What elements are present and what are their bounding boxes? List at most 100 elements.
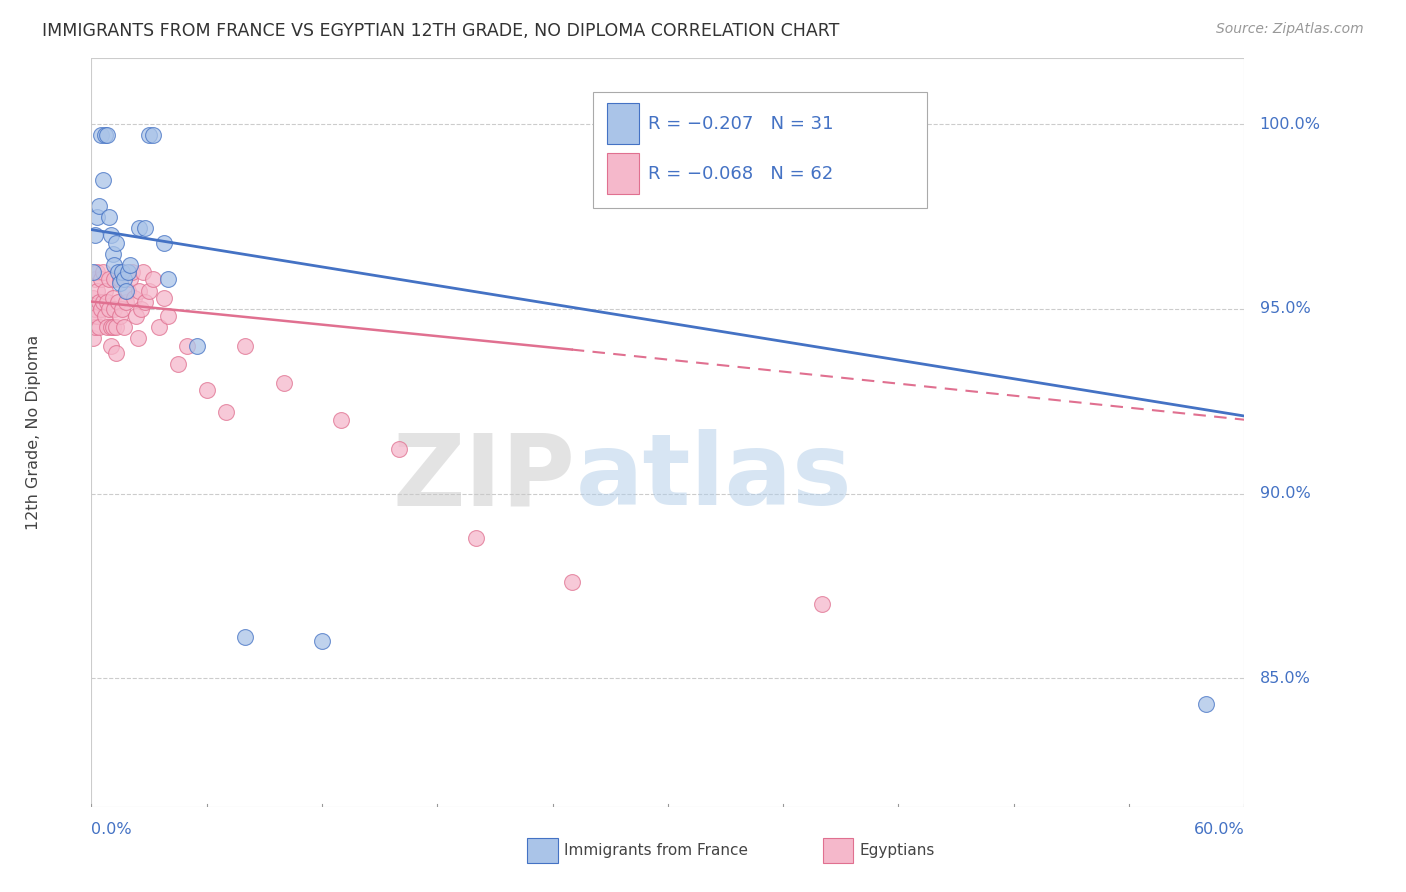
- Text: 12th Grade, No Diploma: 12th Grade, No Diploma: [27, 335, 41, 530]
- Point: [118, 258, 141, 272]
- Point: [215, 405, 238, 419]
- Text: R = −0.068   N = 62: R = −0.068 N = 62: [648, 165, 834, 183]
- Point: [117, 265, 139, 279]
- Point: [103, 272, 125, 286]
- Point: [388, 442, 411, 457]
- Point: [115, 294, 138, 309]
- Point: [110, 272, 132, 286]
- Point: [195, 383, 218, 397]
- Point: [96, 294, 118, 309]
- Point: [84, 320, 107, 334]
- Point: [101, 320, 124, 334]
- Point: [90, 272, 112, 286]
- Point: [87, 294, 110, 309]
- Point: [112, 320, 135, 334]
- Text: 85.0%: 85.0%: [1260, 671, 1310, 686]
- Point: [153, 291, 176, 305]
- Text: 0.0%: 0.0%: [91, 822, 132, 837]
- Point: [233, 339, 256, 353]
- Point: [101, 291, 124, 305]
- Point: [82, 310, 104, 324]
- Point: [94, 284, 117, 298]
- Point: [90, 128, 112, 143]
- Point: [153, 235, 176, 250]
- Point: [117, 284, 139, 298]
- Point: [128, 284, 150, 298]
- Point: [107, 294, 129, 309]
- Point: [91, 294, 114, 309]
- Text: ZIP: ZIP: [392, 429, 575, 526]
- Point: [112, 272, 135, 286]
- Point: [91, 265, 114, 279]
- Point: [103, 301, 125, 316]
- Point: [561, 575, 583, 590]
- Point: [103, 258, 125, 272]
- Text: 95.0%: 95.0%: [1260, 301, 1310, 317]
- Text: Egyptians: Egyptians: [859, 844, 935, 858]
- Point: [86, 310, 108, 324]
- Point: [84, 228, 107, 243]
- Text: atlas: atlas: [575, 429, 852, 526]
- Point: [100, 339, 122, 353]
- Point: [111, 265, 134, 279]
- Point: [186, 339, 208, 353]
- Point: [121, 265, 143, 279]
- Point: [134, 220, 156, 235]
- Point: [157, 310, 180, 324]
- Point: [105, 235, 128, 250]
- Point: [148, 320, 170, 334]
- Point: [1195, 697, 1218, 711]
- Point: [810, 597, 832, 611]
- Point: [142, 128, 165, 143]
- Point: [273, 376, 295, 390]
- Text: 90.0%: 90.0%: [1260, 486, 1310, 501]
- Point: [86, 210, 108, 224]
- Text: Immigrants from France: Immigrants from France: [564, 844, 748, 858]
- Text: R = −0.207   N = 31: R = −0.207 N = 31: [648, 114, 834, 133]
- Point: [86, 265, 108, 279]
- Bar: [607, 153, 640, 194]
- Point: [131, 301, 153, 316]
- Point: [111, 265, 134, 279]
- Point: [97, 272, 120, 286]
- Point: [94, 310, 117, 324]
- Point: [233, 631, 256, 645]
- Point: [330, 413, 353, 427]
- Point: [124, 310, 146, 324]
- Point: [82, 331, 104, 345]
- Bar: [607, 103, 640, 145]
- Point: [86, 284, 108, 298]
- Point: [107, 265, 129, 279]
- Point: [118, 272, 141, 286]
- Point: [142, 272, 165, 286]
- Text: Source: ZipAtlas.com: Source: ZipAtlas.com: [1216, 22, 1364, 37]
- Point: [122, 291, 145, 305]
- Point: [138, 284, 160, 298]
- Point: [97, 210, 120, 224]
- Point: [134, 294, 156, 309]
- Point: [84, 272, 107, 286]
- Point: [110, 276, 132, 290]
- Point: [127, 331, 149, 345]
- Text: 60.0%: 60.0%: [1194, 822, 1244, 837]
- Point: [96, 320, 118, 334]
- Point: [115, 284, 138, 298]
- Text: IMMIGRANTS FROM FRANCE VS EGYPTIAN 12TH GRADE, NO DIPLOMA CORRELATION CHART: IMMIGRANTS FROM FRANCE VS EGYPTIAN 12TH …: [42, 22, 839, 40]
- Point: [157, 272, 180, 286]
- Point: [100, 228, 122, 243]
- Point: [100, 320, 122, 334]
- Point: [96, 128, 118, 143]
- Point: [91, 173, 114, 187]
- Point: [176, 339, 198, 353]
- Point: [82, 265, 104, 279]
- Point: [94, 128, 117, 143]
- Point: [111, 301, 134, 316]
- Point: [464, 531, 486, 545]
- Point: [105, 346, 128, 360]
- Point: [101, 246, 124, 260]
- Point: [695, 128, 717, 143]
- Point: [138, 128, 160, 143]
- Point: [311, 634, 333, 648]
- Text: 100.0%: 100.0%: [1260, 117, 1320, 132]
- Point: [87, 199, 110, 213]
